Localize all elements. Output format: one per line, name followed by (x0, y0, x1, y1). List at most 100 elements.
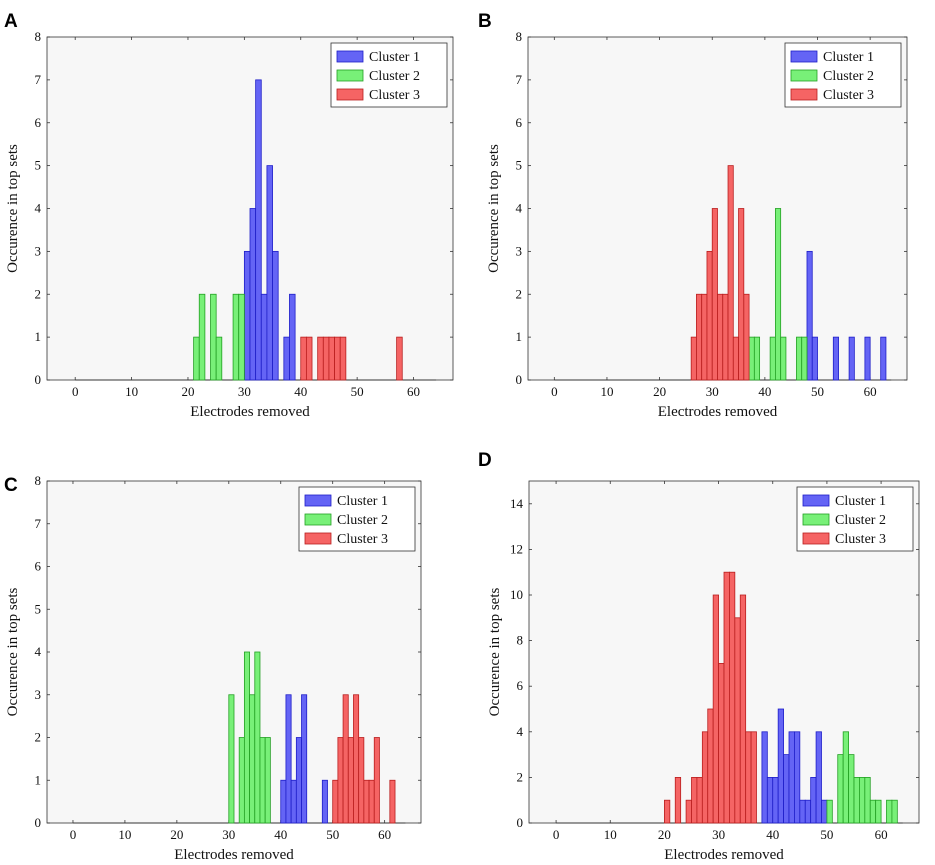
bar-cluster-1 (799, 799, 806, 824)
y-tick-label: 1 (35, 329, 42, 344)
y-tick-label: 5 (35, 158, 42, 173)
y-tick-label: 3 (35, 243, 42, 258)
bar-cluster-3 (342, 694, 349, 824)
bar-cluster-1 (794, 731, 801, 824)
y-tick-label: 8 (516, 29, 523, 44)
bar-cluster-3 (685, 799, 692, 824)
bar-cluster-3 (701, 731, 709, 824)
bar-cluster-2 (243, 651, 250, 824)
y-tick-label: 8 (35, 29, 42, 44)
legend: Cluster 1 Cluster 2 Cluster 3 (298, 486, 416, 552)
bar-cluster-1 (832, 336, 839, 381)
y-tick-label: 5 (35, 601, 42, 616)
y-tick-label: 2 (516, 286, 523, 301)
bar-cluster-1 (295, 737, 302, 824)
bar-cluster-3 (732, 336, 739, 381)
bar-cluster-2 (886, 799, 893, 824)
bar-cluster-3 (300, 336, 307, 381)
x-tick-label: 60 (407, 384, 420, 399)
x-tick-label: 60 (875, 827, 888, 842)
y-tick-label: 3 (35, 687, 42, 702)
legend-label: Cluster 2 (835, 513, 886, 528)
x-tick-label: 10 (600, 384, 613, 399)
y-tick-label: 0 (35, 372, 42, 387)
bar-cluster-1 (272, 250, 279, 381)
bar-cluster-3 (723, 571, 730, 824)
bar-cluster-1 (280, 779, 287, 824)
bar-cluster-1 (321, 779, 328, 824)
bar-cluster-3 (353, 694, 360, 824)
y-tick-label: 8 (35, 473, 42, 488)
legend-label: Cluster 1 (369, 50, 420, 65)
bar-cluster-2 (259, 737, 266, 824)
bar-cluster-1 (260, 293, 268, 381)
x-tick-label: 20 (170, 827, 183, 842)
y-axis-label: Occurence in top sets (486, 144, 502, 273)
bar-cluster-1 (243, 250, 251, 381)
y-tick-label: 1 (35, 772, 42, 787)
bar-cluster-3 (727, 165, 734, 381)
y-tick-label: 8 (517, 633, 524, 648)
bar-cluster-2 (232, 293, 240, 381)
x-tick-label: 10 (604, 827, 617, 842)
y-tick-label: 6 (517, 678, 524, 693)
bar-cluster-3 (363, 779, 370, 824)
bar-cluster-2 (775, 208, 782, 381)
bar-cluster-1 (821, 799, 828, 824)
chart-panel-b: B 0 10 20 30 40 50 60 0 1 2 3 4 5 6 7 8 Electrodes remove… (478, 11, 908, 420)
y-tick-label: 2 (517, 769, 524, 784)
x-tick-label: 30 (238, 384, 251, 399)
bar-cluster-1 (815, 731, 822, 824)
bar-cluster-2 (254, 651, 261, 824)
legend-swatch (802, 513, 830, 526)
y-tick-label: 0 (517, 815, 524, 830)
legend: Cluster 1 Cluster 2 Cluster 3 (784, 42, 902, 108)
y-tick-label: 14 (510, 496, 524, 511)
legend-label: Cluster 3 (835, 532, 886, 547)
x-tick-label: 40 (766, 827, 779, 842)
bar-cluster-2 (780, 336, 787, 381)
bar-cluster-3 (334, 336, 341, 381)
bar-cluster-2 (215, 336, 223, 381)
legend-swatch (802, 532, 830, 545)
bar-cluster-2 (753, 336, 761, 381)
x-tick-label: 10 (125, 384, 138, 399)
x-tick-label: 40 (274, 827, 287, 842)
x-tick-label: 40 (294, 384, 307, 399)
y-tick-label: 2 (35, 286, 42, 301)
panel-letter: B (478, 11, 492, 32)
bar-cluster-3 (674, 777, 682, 824)
legend-swatch (304, 494, 332, 507)
bar-cluster-1 (255, 79, 262, 381)
bar-cluster-1 (766, 777, 774, 824)
bar-cluster-2 (869, 799, 877, 824)
y-axis-label: Occurence in top sets (487, 587, 503, 716)
bar-cluster-2 (238, 737, 245, 824)
x-tick-label: 0 (551, 384, 558, 399)
bar-cluster-2 (837, 754, 844, 824)
panel-letter: D (478, 450, 492, 471)
legend-swatch (790, 50, 818, 63)
bar-cluster-1 (249, 208, 257, 381)
bar-cluster-2 (193, 336, 200, 381)
legend-swatch (336, 69, 364, 82)
y-tick-label: 4 (517, 724, 524, 739)
bar-cluster-3 (347, 737, 354, 824)
x-tick-label: 10 (118, 827, 131, 842)
bar-cluster-1 (301, 694, 308, 824)
x-axis-label: Electrodes removed (664, 847, 784, 863)
bar-cluster-3 (717, 293, 724, 381)
legend-label: Cluster 1 (823, 50, 874, 65)
bar-cluster-1 (266, 165, 273, 381)
bar-cluster-2 (796, 336, 803, 381)
bar-cluster-1 (864, 336, 871, 381)
bar-cluster-1 (811, 336, 818, 381)
bar-cluster-2 (210, 293, 217, 381)
bar-cluster-2 (249, 694, 256, 824)
panel-letter: C (4, 475, 18, 496)
legend-swatch (304, 532, 332, 545)
bar-cluster-3 (701, 293, 708, 381)
y-axis-label: Occurence in top sets (5, 587, 21, 716)
x-tick-label: 40 (758, 384, 771, 399)
